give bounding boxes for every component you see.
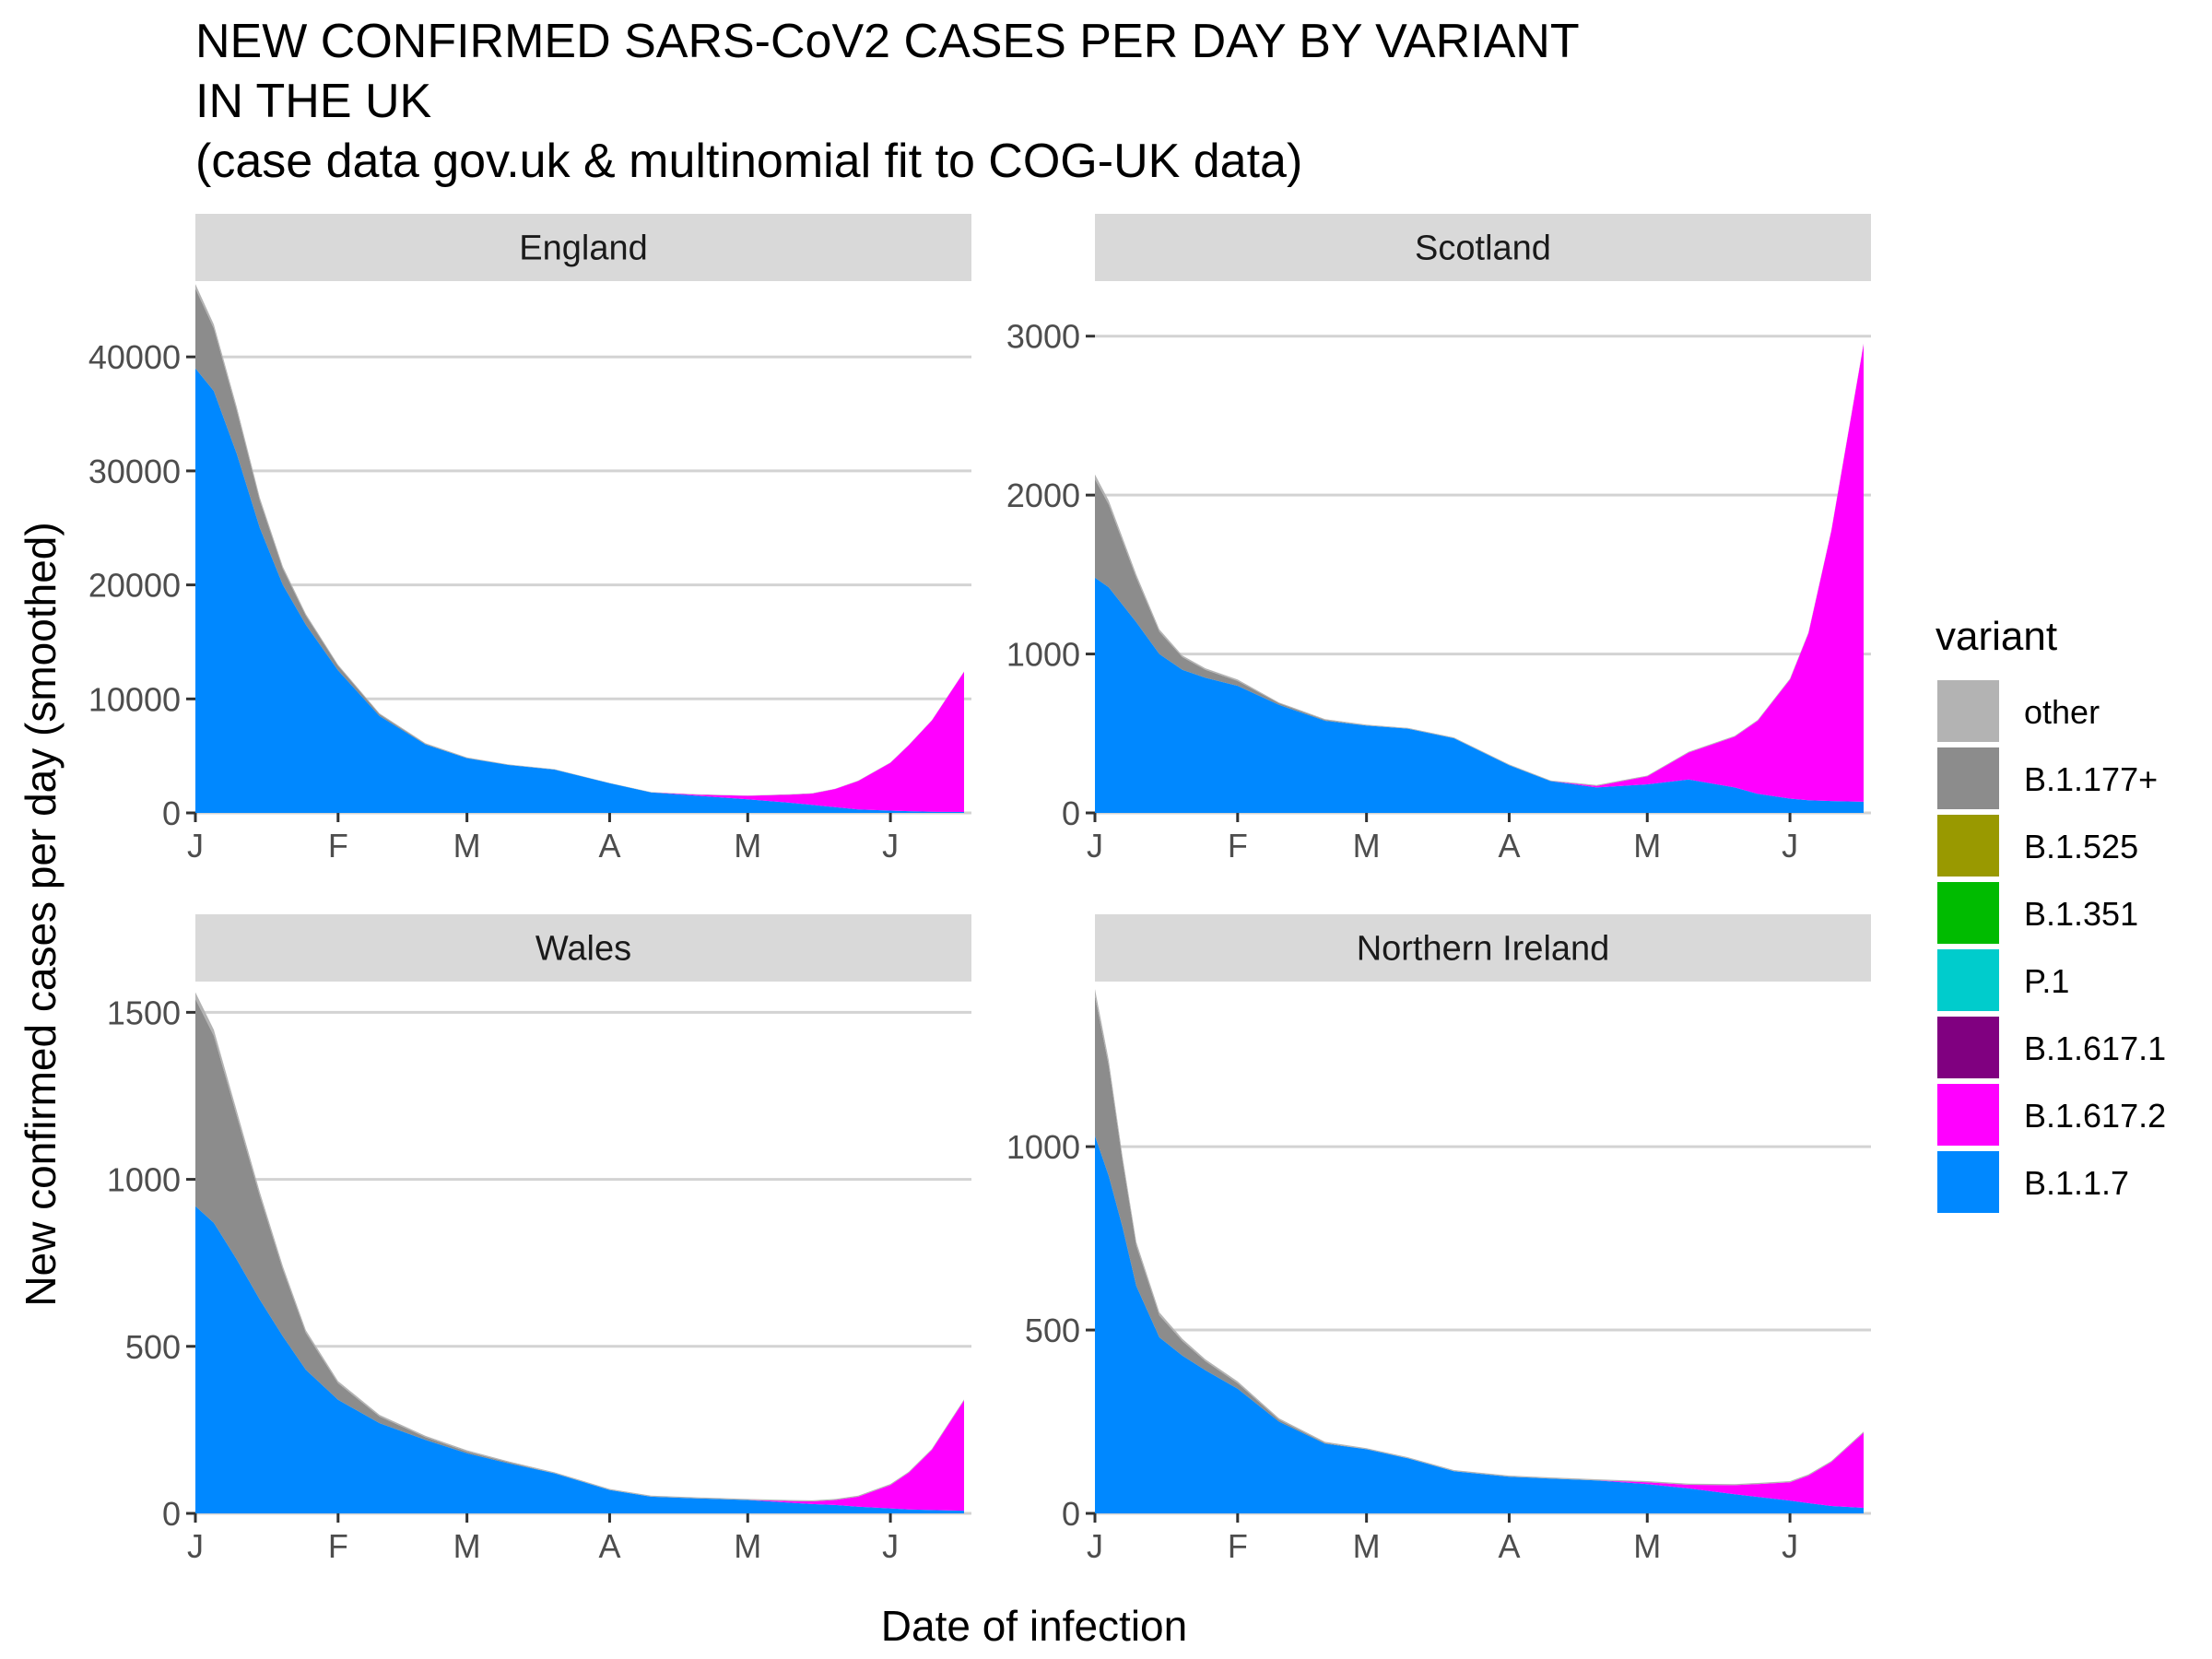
y-tick-label-wales-1: 500 [125, 1328, 181, 1366]
x-tick-label-wales-2: M [453, 1527, 481, 1565]
y-tick-label-scotland-3: 3000 [1006, 318, 1080, 356]
y-tick-label-northern-ireland-2: 1000 [1006, 1128, 1080, 1166]
x-tick-label-wales-1: F [328, 1527, 348, 1565]
panel-wales: Wales 0 500 1000 1500 J F M A M J [107, 914, 971, 1565]
x-tick-label-northern-ireland-5: J [1782, 1527, 1798, 1565]
y-tick-label-northern-ireland-0: 0 [1062, 1495, 1080, 1533]
x-tick-label-wales-3: A [598, 1527, 620, 1565]
y-tick-label-wales-3: 1500 [107, 994, 181, 1031]
chart-title-line-2: IN THE UK [195, 75, 432, 128]
area-england-b-1-617-2 [195, 368, 964, 812]
x-tick-label-scotland-3: A [1498, 827, 1520, 865]
x-tick-label-scotland-5: J [1782, 827, 1798, 865]
panel-strip-label-england: England [519, 229, 647, 268]
y-tick-label-scotland-2: 2000 [1006, 477, 1080, 514]
panel-strip-label-wales: Wales [535, 930, 631, 969]
panel-strip-label-scotland: Scotland [1415, 229, 1551, 268]
x-tick-label-northern-ireland-1: F [1228, 1527, 1248, 1565]
area-wales-b-1-1-7 [195, 1206, 964, 1513]
y-tick-label-england-2: 20000 [88, 567, 181, 605]
x-tick-label-scotland-1: F [1228, 827, 1248, 865]
legend-key-b-1-525 [1937, 815, 1999, 877]
y-tick-label-england-0: 0 [162, 794, 181, 832]
chart-title-line-1: NEW CONFIRMED SARS-CoV2 CASES PER DAY BY… [195, 15, 1580, 68]
y-tick-label-england-3: 30000 [88, 453, 181, 490]
x-tick-label-northern-ireland-2: M [1353, 1527, 1381, 1565]
y-tick-label-england-4: 40000 [88, 338, 181, 376]
x-tick-label-scotland-4: M [1633, 827, 1661, 865]
chart-title-line-3: (case data gov.uk & multinomial fit to C… [195, 135, 1302, 188]
legend-key-p-1 [1937, 949, 1999, 1011]
panel-england: England 0 10000 20000 30000 40000 J F M A M J [88, 214, 971, 865]
x-tick-label-wales-0: J [187, 1527, 204, 1565]
x-tick-label-england-0: J [187, 827, 204, 865]
x-tick-label-england-3: A [598, 827, 620, 865]
legend-key-other [1937, 680, 1999, 742]
x-tick-label-england-5: J [882, 827, 899, 865]
legend-label-b-1-525: B.1.525 [2024, 828, 2138, 865]
area-northern-ireland-b-1-1-7 [1095, 1135, 1864, 1513]
x-axis-title: Date of infection [881, 1602, 1187, 1650]
y-tick-label-wales-2: 1000 [107, 1161, 181, 1199]
legend-label-other: other [2024, 693, 2100, 731]
y-tick-label-england-1: 10000 [88, 680, 181, 718]
legend-key-b-1-1-7 [1937, 1151, 1999, 1213]
x-tick-label-northern-ireland-3: A [1498, 1527, 1520, 1565]
legend-key-b-1-617-1 [1937, 1017, 1999, 1078]
y-tick-label-wales-0: 0 [162, 1495, 181, 1533]
area-scotland-b-1-617-2 [1095, 344, 1864, 802]
x-tick-label-scotland-0: J [1087, 827, 1103, 865]
x-tick-label-england-4: M [734, 827, 761, 865]
legend-label-b-1-351: B.1.351 [2024, 895, 2138, 933]
x-tick-label-northern-ireland-4: M [1633, 1527, 1661, 1565]
panel-strip-label-northern-ireland: Northern Ireland [1357, 930, 1610, 969]
legend-key-b-1-617-2 [1937, 1084, 1999, 1146]
x-tick-label-england-2: M [453, 827, 481, 865]
y-tick-label-scotland-1: 1000 [1006, 636, 1080, 674]
panel-scotland: Scotland 0 1000 2000 3000 J F M A M J [1006, 214, 1871, 865]
panel-strip-scotland [1095, 214, 1871, 281]
area-england-b-1-1-7 [195, 368, 964, 813]
x-tick-label-england-1: F [328, 827, 348, 865]
y-tick-label-northern-ireland-1: 500 [1025, 1312, 1080, 1349]
panel-strip-england [195, 214, 971, 281]
x-tick-label-wales-4: M [734, 1527, 761, 1565]
x-tick-label-wales-5: J [882, 1527, 899, 1565]
legend-label-b-1-1-7: B.1.1.7 [2024, 1164, 2129, 1202]
legend-title: variant [1936, 614, 2057, 659]
legend-label-b-1-177: B.1.177+ [2024, 760, 2158, 798]
y-axis-title: New confirmed cases per day (smoothed) [17, 522, 65, 1306]
legend-label-b-1-617-2: B.1.617.2 [2024, 1097, 2166, 1135]
legend-label-b-1-617-1: B.1.617.1 [2024, 1030, 2166, 1067]
legend-key-b-1-351 [1937, 882, 1999, 944]
y-tick-label-scotland-0: 0 [1062, 794, 1080, 832]
x-tick-label-northern-ireland-0: J [1087, 1527, 1103, 1565]
legend-key-b-1-177 [1937, 747, 1999, 809]
x-tick-label-scotland-2: M [1353, 827, 1381, 865]
panel-strip-wales [195, 914, 971, 982]
area-scotland-b-1-1-7 [1095, 577, 1864, 813]
panel-northern-ireland: Northern Ireland 0 500 1000 J F M A M J [1006, 914, 1871, 1565]
panel-strip-northern-ireland [1095, 914, 1871, 982]
legend: variant other B.1.177+ B.1.525 B.1.351 P.1 B.… [1936, 614, 2166, 1213]
legend-label-p-1: P.1 [2024, 962, 2069, 1000]
